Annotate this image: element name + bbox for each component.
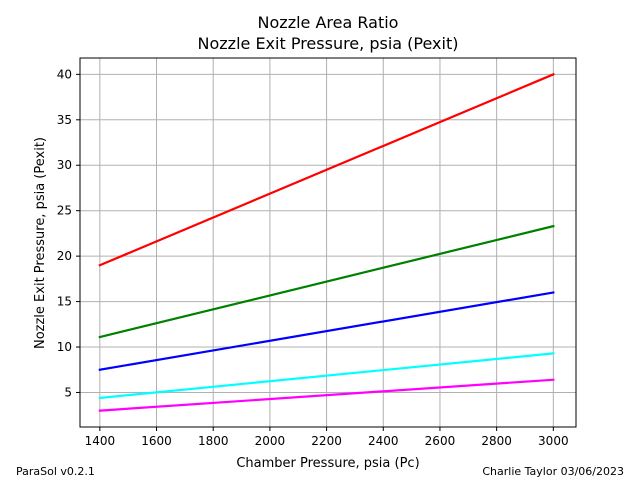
x-tick-label: 2200 <box>311 434 342 448</box>
x-tick-label: 2000 <box>255 434 286 448</box>
x-axis: 1400 1600 1800 2000 2200 2400 2600 2800 3000 <box>85 427 569 448</box>
y-axis-label: Nozzle Exit Pressure, psia (Pexit) <box>33 137 48 349</box>
x-tick-label: 1800 <box>198 434 229 448</box>
series-line-1 <box>98 72 555 267</box>
footer-version: ParaSol v0.2.1 <box>16 465 95 478</box>
y-tick-label: 20 <box>57 249 72 263</box>
series-line-4 <box>98 352 555 400</box>
grid <box>80 58 576 427</box>
y-tick-label: 10 <box>57 340 72 354</box>
x-tick-label: 3000 <box>538 434 569 448</box>
series-line-3 <box>98 291 555 372</box>
series-line-5 <box>98 378 555 412</box>
y-tick-label: 30 <box>57 158 72 172</box>
x-axis-label: Chamber Pressure, psia (Pc) <box>236 456 419 471</box>
x-tick-label: 1400 <box>85 434 116 448</box>
y-tick-label: 25 <box>57 204 72 218</box>
chart-title: Nozzle Area Ratio <box>258 13 399 32</box>
series-line-2 <box>98 224 555 339</box>
x-tick-label: 2600 <box>425 434 456 448</box>
y-tick-label: 5 <box>64 385 72 399</box>
x-tick-label: 2800 <box>481 434 512 448</box>
y-axis: 5 10 15 20 25 30 35 40 <box>57 67 80 399</box>
footer-author-date: Charlie Taylor 03/06/2023 <box>482 465 624 478</box>
x-tick-label: 1600 <box>141 434 172 448</box>
y-tick-label: 15 <box>57 295 72 309</box>
x-tick-label: 2400 <box>368 434 399 448</box>
y-tick-label: 40 <box>57 67 72 81</box>
chart-subtitle: Nozzle Exit Pressure, psia (Pexit) <box>198 34 459 53</box>
y-tick-label: 35 <box>57 113 72 127</box>
series-layer <box>98 72 555 412</box>
plot-frame <box>79 57 577 428</box>
